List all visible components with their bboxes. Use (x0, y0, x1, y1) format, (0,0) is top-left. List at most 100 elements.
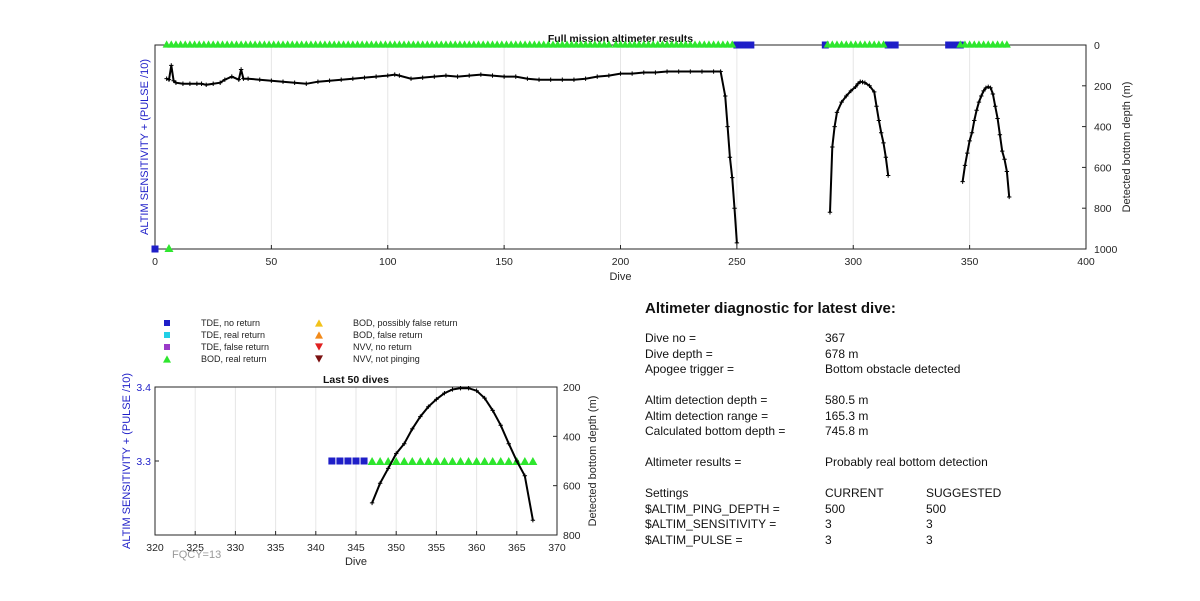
bottom-depth-line (166, 65, 738, 243)
altimeter-diagnostic-panel: Altimeter diagnostic for latest dive: Di… (645, 300, 1085, 548)
bottom-depth-point (442, 390, 447, 396)
bottom-depth-point (885, 173, 891, 178)
bottom-depth-point (606, 73, 612, 78)
bottom-depth-point (974, 108, 979, 113)
diagnostic-row: Altim detection range = 165.3 m (645, 409, 1085, 425)
x-tick-label: 345 (347, 542, 365, 554)
bottom-depth-point (832, 124, 837, 129)
bod-real-return-marker (164, 243, 174, 253)
bottom-depth-point (718, 69, 723, 74)
right-tick-label: 800 (1094, 203, 1112, 215)
bod-real-return-marker (399, 456, 409, 466)
x-tick-label: 200 (612, 256, 630, 268)
left-tick-label: 3.3 (136, 456, 151, 468)
bottom-depth-point (653, 70, 658, 75)
bottom-depth-line (829, 80, 890, 213)
bottom-depth-point (830, 144, 835, 150)
diagnostic-rows: Dive no = 367 Dive depth = 678 m Apogee trig… (645, 331, 1085, 548)
diagnostic-row: Altim detection depth = 580.5 m (645, 393, 1085, 409)
bottom-depth-point (339, 77, 344, 82)
bottom-depth-point (490, 73, 495, 78)
bottom-depth-point (432, 74, 437, 79)
bottom-depth-point (965, 150, 970, 156)
bottom-depth-point (482, 395, 487, 401)
bottom-depth-point (402, 441, 407, 446)
tde-no-return-marker (151, 245, 159, 253)
tde-no-return-marker (360, 457, 368, 465)
bottom-depth-point (385, 73, 390, 78)
left-tick-label: 3.4 (136, 382, 151, 394)
bod-real-return-marker (439, 456, 449, 466)
x-tick-label: 50 (266, 256, 278, 268)
right-axis-label: Detected bottom depth (m) (1121, 82, 1133, 213)
bottom-depth-point (362, 75, 367, 80)
diagnostic-row: Apogee trigger = Bottom obstacle detected (645, 362, 1085, 378)
x-axis-label: Dive (345, 556, 367, 568)
right-tick-label: 400 (563, 431, 581, 443)
bottom-depth-point (699, 69, 705, 74)
x-tick-label: 400 (1077, 256, 1095, 268)
bottom-depth-point (676, 69, 681, 74)
bod-real-return-marker (456, 456, 466, 466)
bottom-depth-point (513, 74, 518, 79)
x-tick-label: 350 (961, 256, 979, 268)
bottom-depth-point (536, 77, 542, 82)
bod-real-return-marker (604, 40, 613, 48)
bottom-depth-point (397, 73, 402, 78)
bottom-depth-point (988, 85, 993, 91)
bottom-depth-point (474, 388, 479, 393)
bottom-depth-point (583, 76, 588, 81)
bottom-depth-point (194, 81, 200, 86)
legend-marker (315, 343, 323, 351)
diagnostic-spacer (645, 471, 1085, 487)
bottom-depth-point (369, 500, 375, 506)
right-tick-label: 200 (563, 382, 581, 394)
right-tick-label: 600 (1094, 162, 1112, 174)
bottom-depth-point (501, 74, 507, 79)
bottom-depth-point (876, 118, 882, 123)
bottom-depth-point (871, 89, 877, 95)
legend-label: TDE, false return (201, 342, 269, 352)
bod-real-return-marker (375, 456, 385, 466)
bottom-depth-point (732, 206, 737, 211)
legend: TDE, no return TDE, real return TDE, false… (163, 318, 458, 364)
bottom-depth-point (199, 81, 204, 86)
bod-real-return-marker (367, 456, 377, 466)
bod-real-return-marker (447, 456, 457, 466)
bottom-depth-point (1006, 194, 1012, 200)
legend-marker (164, 332, 170, 338)
diagnostic-label: $ALTIM_PING_DEPTH = (645, 501, 780, 516)
bottom-depth-point (466, 386, 471, 391)
bottom-depth-point (976, 99, 982, 105)
bottom-depth-point (995, 116, 1000, 121)
diagnostic-label: Altimeter results = (645, 455, 742, 469)
x-tick-label: 335 (267, 542, 285, 554)
diagnostic-row: Altimeter results = Probably real bottom … (645, 455, 1085, 471)
bottom-depth-point (455, 74, 460, 79)
bottom-depth-point (990, 91, 996, 97)
bod-real-return-marker (480, 456, 490, 466)
right-tick-label: 200 (1094, 81, 1112, 93)
legend-marker (315, 331, 323, 339)
legend-label: TDE, no return (201, 318, 260, 328)
bottom-depth-point (210, 81, 216, 86)
bottom-depth-point (394, 451, 399, 456)
bod-real-return-marker (391, 456, 401, 466)
bottom-depth-point (972, 118, 977, 123)
bottom-depth-point (392, 72, 397, 77)
bottom-depth-point (169, 63, 174, 68)
bottom-depth-point (1004, 169, 1010, 174)
legend-label: BOD, real return (201, 354, 267, 364)
bottom-depth-point (180, 81, 186, 86)
bod-real-return-marker (407, 456, 417, 466)
bottom-depth-point (514, 458, 519, 464)
bod-real-return-marker (528, 456, 538, 466)
bottom-depth-point (727, 155, 733, 160)
diagnostic-value: 500 (825, 501, 846, 516)
legend-marker (164, 320, 170, 326)
bottom-depth-point (878, 130, 884, 135)
bod-real-return-marker (879, 40, 888, 48)
diagnostic-value: 165.3 m (825, 408, 869, 423)
x-tick-label: 355 (428, 542, 446, 554)
